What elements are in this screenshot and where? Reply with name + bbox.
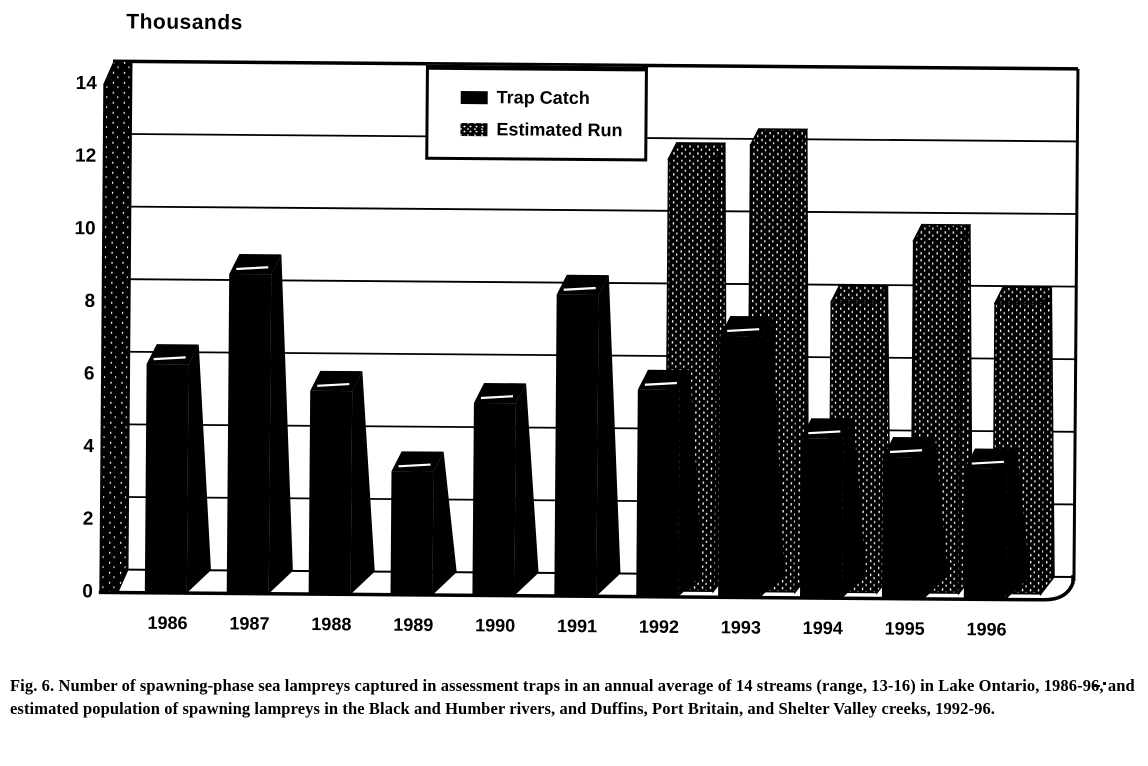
bar-1989-trap-catch [390,451,457,595]
x-tick-label-1992: 1992 [639,617,679,637]
bar-1993-trap-catch [718,315,785,598]
estimated-run-swatch-icon [460,122,488,137]
scan-highlight [727,328,760,333]
x-tick-label-1993: 1993 [721,617,761,637]
legend-item-trap-catch: Trap Catch [460,87,645,109]
scan-highlight [398,463,431,468]
x-tick-label-1989: 1989 [393,615,433,635]
scan-highlight [480,395,514,400]
x-tick-label-1996: 1996 [966,619,1006,639]
x-tick-label-1991: 1991 [557,616,597,636]
y-tick-label-14: 14 [76,73,98,94]
x-tick-label-1987: 1987 [229,613,269,633]
scan-highlight [563,286,596,291]
x-tick-label-1990: 1990 [475,615,515,635]
chart-legend: Trap Catch Estimated Run [425,64,648,162]
floor-front-edge [98,575,1075,602]
scan-highlight [889,449,923,454]
legend-item-estimated-run: Estimated Run [460,119,644,141]
bar-1994-trap-catch [799,418,867,599]
bar-1988-trap-catch [308,370,375,595]
x-tick-label-1995: 1995 [885,619,925,639]
y-tick-label-2: 2 [83,509,94,530]
trap-catch-swatch-icon [460,90,488,105]
bar-chart-3d: 0 2 4 6 8 10 12 14 1986 1987 1988 1989 1990 1991 1992 1… [74,59,1080,639]
scan-highlight [971,460,1004,465]
y-tick-label-4: 4 [83,436,94,457]
bar-1987-trap-catch [226,254,293,594]
scan-highlight [236,266,269,271]
x-tick-label-1986: 1986 [147,613,187,633]
scan-artifact-dots [1094,682,1108,688]
legend-label-estimated-run: Estimated Run [496,119,623,141]
figure-caption: Fig. 6. Number of spawning-phase sea lam… [10,676,1135,719]
legend-label-trap-catch: Trap Catch [496,87,590,109]
y-tick-label-6: 6 [84,363,95,384]
frame-right [1072,68,1080,582]
y-tick-label-8: 8 [84,291,95,312]
bar-1990-trap-catch [472,382,539,596]
bar-1996-trap-catch [963,448,1030,600]
y-tick-label-10: 10 [74,218,95,239]
y-tick-label-0: 0 [82,581,93,602]
bar-1995-trap-catch [881,437,949,599]
y-tick-label-12: 12 [75,146,96,167]
y-axis-wall [99,60,133,594]
bar-1986-trap-catch [144,344,211,594]
scan-highlight [644,381,677,386]
scan-highlight [808,430,841,435]
bar-1992-trap-catch [636,369,703,597]
scan-highlight [153,356,186,361]
bar-1991-trap-catch [554,274,621,597]
figure-chart: Thousands 0 2 4 6 8 10 12 14 1986 1987 1988 1989 199… [74,10,1080,639]
scan-highlight [317,382,350,387]
x-tick-label-1988: 1988 [311,614,351,634]
x-tick-label-1994: 1994 [803,618,843,638]
gridline-10 [128,205,1077,215]
frame-top [112,59,1078,71]
